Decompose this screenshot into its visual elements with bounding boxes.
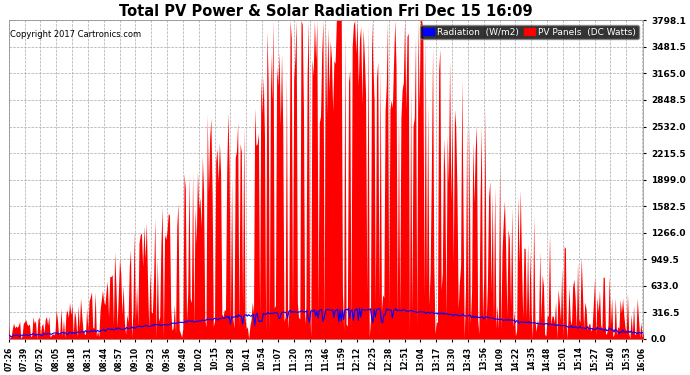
Title: Total PV Power & Solar Radiation Fri Dec 15 16:09: Total PV Power & Solar Radiation Fri Dec…: [119, 4, 533, 19]
Text: Copyright 2017 Cartronics.com: Copyright 2017 Cartronics.com: [10, 30, 141, 39]
Legend: Radiation  (W/m2), PV Panels  (DC Watts): Radiation (W/m2), PV Panels (DC Watts): [420, 25, 639, 39]
